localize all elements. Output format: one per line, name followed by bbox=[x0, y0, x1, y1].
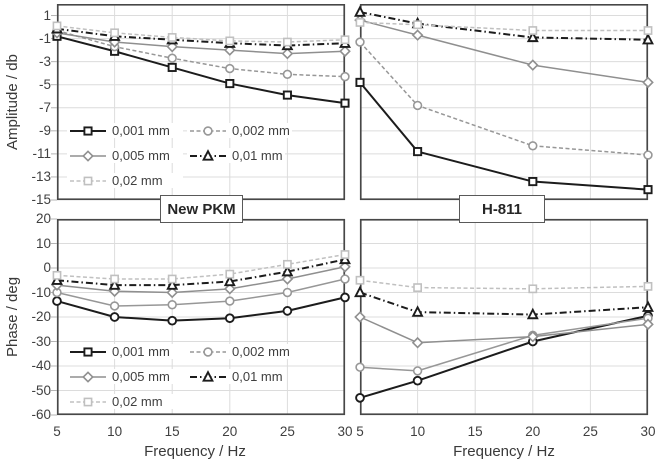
series-0-001-mm bbox=[52, 292, 350, 326]
series-0-001-mm bbox=[355, 77, 653, 195]
x-tick-label: 10 bbox=[410, 424, 426, 439]
y-tick-label: -20 bbox=[31, 309, 51, 324]
legend-row: 0,02 mm bbox=[67, 394, 292, 409]
legend-item-0-02-mm: 0,02 mm bbox=[67, 394, 183, 409]
legend-label: 0,005 mm bbox=[112, 148, 170, 163]
amplitude-plot-new-pkm bbox=[51, 4, 351, 201]
legend-item-0-005-mm: 0,005 mm bbox=[67, 369, 183, 384]
legend-key-square-icon bbox=[70, 125, 106, 136]
x-tick-label: 25 bbox=[582, 424, 598, 439]
plot-title-h811: H-811 bbox=[459, 195, 545, 223]
legend-key-diamond-icon bbox=[70, 370, 106, 383]
series-0-02-mm bbox=[52, 21, 350, 47]
y-tick-label: -10 bbox=[31, 284, 51, 300]
legend-key-triangle-icon bbox=[190, 148, 226, 161]
legend-label: 0,002 mm bbox=[232, 123, 290, 138]
legend-key-square-icon bbox=[70, 397, 106, 406]
legend-item-0-005-mm: 0,005 mm bbox=[67, 148, 183, 163]
legend-item-0-002-mm: 0,002 mm bbox=[187, 123, 292, 138]
x-tick-label: 15 bbox=[164, 424, 180, 439]
legend-row: 0,001 mm 0,002 mm bbox=[67, 123, 292, 138]
y-tick-label: -9 bbox=[38, 122, 51, 138]
y-tick-label: 20 bbox=[35, 211, 51, 226]
legend-row: 0,005 mm 0,01 mm bbox=[67, 369, 292, 384]
y-tick-label: -13 bbox=[31, 168, 51, 184]
legend-label: 0,02 mm bbox=[112, 173, 163, 188]
series-0-005-mm bbox=[354, 311, 654, 349]
legend-item-0-001-mm: 0,001 mm bbox=[67, 344, 183, 359]
series-0-001-mm bbox=[355, 310, 653, 403]
y-tick-label: -11 bbox=[32, 145, 51, 161]
legend-key-diamond-icon bbox=[70, 149, 106, 162]
legend-item-0-001-mm: 0,001 mm bbox=[67, 123, 183, 138]
legend-label: 0,02 mm bbox=[112, 394, 163, 409]
legend-key-circle-icon bbox=[190, 125, 226, 136]
x-tick-label: 15 bbox=[467, 424, 483, 439]
x-tick-label: 5 bbox=[356, 424, 364, 439]
y-tick-label: -7 bbox=[38, 99, 51, 115]
series-0-01-mm bbox=[51, 252, 351, 290]
legend-item-0-002-mm: 0,002 mm bbox=[187, 344, 292, 359]
series-0-02-mm bbox=[355, 275, 653, 294]
series-0-002-mm bbox=[355, 37, 653, 160]
legend-item-0-01-mm: 0,01 mm bbox=[187, 369, 285, 384]
legend-label: 0,002 mm bbox=[232, 344, 290, 359]
legend-key-circle-icon bbox=[190, 346, 226, 357]
legend-item-0-01-mm: 0,01 mm bbox=[187, 148, 285, 163]
x-tick-label: 20 bbox=[525, 424, 541, 439]
frequency-axis-label-right: Frequency / Hz bbox=[453, 443, 555, 460]
legend-label: 0,01 mm bbox=[232, 369, 283, 384]
y-tick-label: -5 bbox=[38, 76, 51, 92]
y-tick-label: -3 bbox=[38, 53, 51, 69]
series-0-01-mm bbox=[354, 285, 654, 320]
y-tick-label: 10 bbox=[35, 235, 51, 251]
legend-row: 0,02 mm bbox=[67, 173, 292, 188]
y-tick-label: 1 bbox=[43, 7, 51, 23]
series-0-01-mm bbox=[354, 5, 654, 45]
x-tick-label: 25 bbox=[279, 424, 295, 439]
y-tick-label: -50 bbox=[31, 382, 51, 398]
series-0-01-mm bbox=[51, 21, 351, 51]
series-0-02-mm bbox=[52, 250, 350, 284]
y-tick-label: -15 bbox=[31, 192, 51, 207]
legend-key-square-icon bbox=[70, 176, 106, 185]
y-tick-label: -30 bbox=[31, 333, 51, 349]
y-tick-label: -40 bbox=[31, 358, 51, 373]
frequency-axis-label-left: Frequency / Hz bbox=[144, 443, 246, 460]
legend-label: 0,001 mm bbox=[112, 123, 170, 138]
amplitude-plot-h811 bbox=[354, 4, 654, 201]
series-0-001-mm bbox=[52, 31, 350, 108]
x-tick-label: 30 bbox=[640, 424, 656, 439]
series-0-02-mm bbox=[355, 18, 653, 35]
legend-row: 0,005 mm 0,01 mm bbox=[67, 148, 292, 163]
y-tick-label: -60 bbox=[31, 407, 51, 422]
x-tick-label: 20 bbox=[222, 424, 238, 439]
legend-phase: 0,001 mm 0,002 mm 0,005 mm 0,01 mm 0,02 mm bbox=[67, 344, 292, 409]
x-tick-label: 5 bbox=[53, 424, 61, 439]
legend-label: 0,001 mm bbox=[112, 344, 170, 359]
legend-key-square-icon bbox=[70, 346, 106, 357]
legend-amplitude: 0,001 mm 0,002 mm 0,005 mm 0,01 mm 0,02 mm bbox=[67, 123, 292, 188]
x-tick-label: 30 bbox=[337, 424, 353, 439]
legend-label: 0,01 mm bbox=[232, 148, 283, 163]
series-0-005-mm bbox=[354, 14, 654, 89]
legend-item-0-02-mm: 0,02 mm bbox=[67, 173, 183, 188]
series-0-005-mm bbox=[51, 27, 351, 60]
y-tick-label: 0 bbox=[43, 260, 51, 275]
plot-title-new-pkm: New PKM bbox=[160, 195, 243, 223]
legend-row: 0,001 mm 0,002 mm bbox=[67, 344, 292, 359]
legend-key-triangle-icon bbox=[190, 369, 226, 382]
legend-label: 0,005 mm bbox=[112, 369, 170, 384]
y-tick-label: -1 bbox=[38, 30, 51, 46]
phase-plot-h811 bbox=[354, 218, 654, 416]
x-tick-label: 10 bbox=[107, 424, 123, 439]
